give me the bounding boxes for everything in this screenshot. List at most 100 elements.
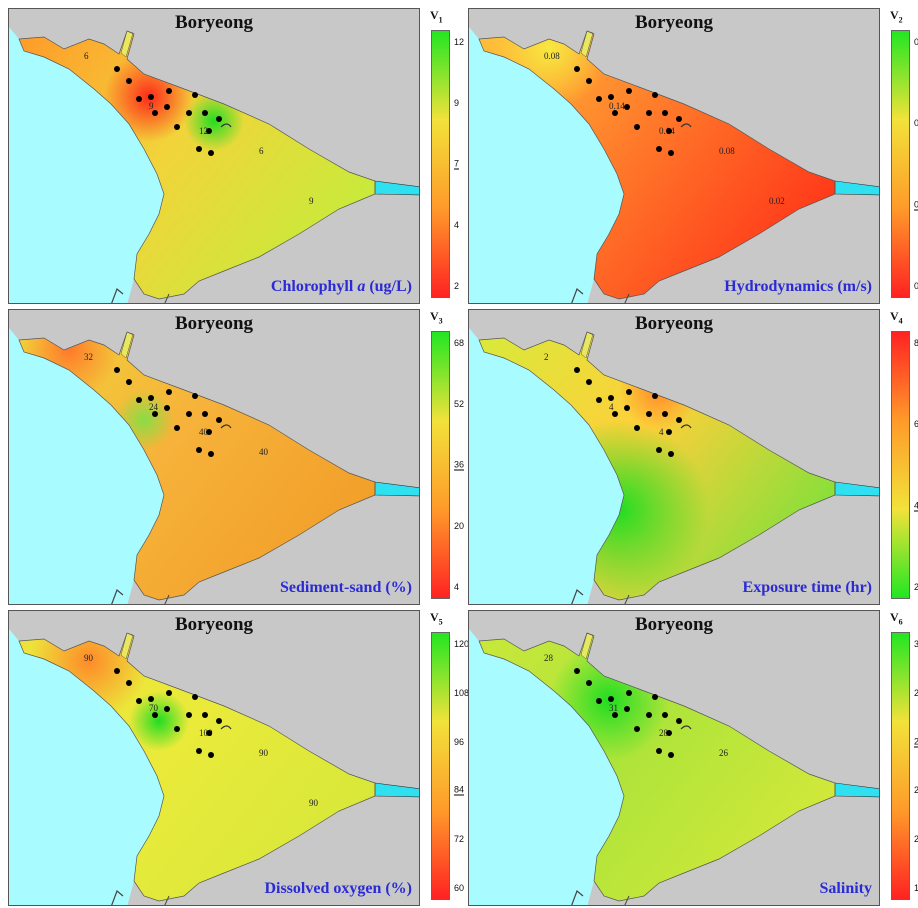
sampling-site: [166, 389, 172, 395]
sampling-site: [136, 397, 142, 403]
sampling-site: [164, 104, 170, 110]
sampling-site: [612, 110, 618, 116]
panel-title: Boryeong: [634, 313, 714, 334]
sampling-site: [626, 690, 632, 696]
contour-label: 90: [259, 748, 269, 758]
bay-water: [19, 332, 375, 600]
contour-label: 2: [544, 352, 549, 362]
contour-label: 40: [199, 427, 209, 437]
hotspot: [129, 691, 189, 751]
sampling-site: [174, 124, 180, 130]
shore-feature: [571, 889, 584, 905]
variable-index-label: V5: [430, 610, 443, 626]
colorbar-tick: 20: [914, 834, 918, 845]
colorbar-tick: 12: [454, 37, 465, 47]
colorbar-tick: 9: [454, 98, 460, 108]
variable-index-label: V1: [430, 8, 443, 24]
colorbar-tick: 31: [914, 639, 918, 649]
v-index: 6: [898, 617, 903, 627]
colorbar-tick: 60: [454, 883, 465, 893]
v-index: 2: [898, 15, 903, 25]
colorbar-tick: 17: [914, 883, 918, 893]
colorbar: [891, 30, 910, 298]
colorbar-tick: 4: [914, 500, 918, 512]
sampling-site: [612, 712, 618, 718]
ocean-area: [9, 629, 164, 905]
sampling-site: [596, 397, 602, 403]
contour-label: 90: [309, 798, 319, 808]
variable-index-label: V4: [890, 309, 903, 325]
map-svg: 0.140.080.140.080.02: [469, 9, 879, 303]
colorbar-tick: 0.10: [914, 199, 918, 211]
panel-variable-label: Exposure time (hr): [743, 579, 872, 597]
sampling-site: [666, 429, 672, 435]
sampling-site: [634, 726, 640, 732]
ocean-area: [9, 27, 164, 303]
shore-feature: [624, 895, 630, 905]
sampling-site: [586, 680, 592, 686]
coast-notch: [220, 725, 232, 730]
sampling-site: [126, 379, 132, 385]
shore-feature: [571, 287, 584, 303]
panel-title: Boryeong: [174, 313, 254, 334]
sampling-site: [126, 680, 132, 686]
sampling-site: [656, 146, 662, 152]
panel-title: Boryeong: [634, 12, 714, 33]
sampling-site: [136, 96, 142, 102]
sampling-site: [148, 395, 154, 401]
colorbar-tick: 2: [454, 281, 460, 291]
sampling-site: [152, 110, 158, 116]
sampling-site: [586, 78, 592, 84]
sampling-site: [668, 150, 674, 156]
sampling-site: [152, 712, 158, 718]
sampling-site: [608, 696, 614, 702]
sampling-site: [206, 128, 212, 134]
sampling-site: [668, 451, 674, 457]
bay-outline: [478, 331, 836, 601]
sampling-site: [148, 696, 154, 702]
colorbar: [891, 632, 910, 900]
map-view: 70 90 100 90 90: [8, 610, 420, 906]
colorbar-tick: 108: [454, 687, 470, 698]
bay-outline: [18, 30, 376, 300]
sampling-site: [574, 668, 580, 674]
colorbar-tick: 25: [914, 736, 918, 748]
coast-notch: [680, 725, 692, 730]
sampling-site: [652, 694, 658, 700]
sampling-site: [626, 88, 632, 94]
map-view: 9 6 12 6 9: [8, 8, 420, 304]
contour-label: 6: [84, 51, 89, 61]
sampling-site: [646, 411, 652, 417]
pier-feature: [120, 632, 134, 660]
map-view: 31 28 28 26: [468, 610, 880, 906]
panel-chlorophyll: 9 6 12 6 9 Boryeong Chlorophyll a (ug/L) V1 …: [8, 8, 464, 304]
sampling-site: [186, 110, 192, 116]
label-prefix: Hydrodynamics (m/s): [724, 278, 872, 295]
shore-feature: [164, 594, 170, 604]
contour-label: 26: [719, 748, 729, 758]
ocean-area: [469, 27, 624, 303]
colorbar: [431, 30, 450, 298]
panel-hydrodynamics: 0.140.080.140.080.02 Boryeong Hydrodynam…: [468, 8, 918, 304]
label-prefix: Chlorophyll: [270, 278, 358, 295]
sampling-site: [216, 417, 222, 423]
shore-feature: [164, 293, 170, 303]
label-prefix: Exposure time (hr): [742, 579, 872, 596]
colorbar-tick: 84: [454, 784, 465, 796]
ocean-area: [9, 328, 164, 604]
contour-label: 0.02: [769, 196, 785, 206]
contour-label: 40: [259, 447, 269, 457]
sampling-site: [596, 698, 602, 704]
coast-notch: [220, 424, 232, 429]
contour-label: 0.08: [719, 146, 735, 156]
contour-label: 0.14: [609, 101, 625, 111]
variable-index-label: V2: [890, 8, 903, 24]
colorbar-tick: 52: [454, 399, 465, 409]
v-letter: V: [430, 309, 439, 323]
contour-label: 4: [659, 427, 664, 437]
sampling-site: [196, 146, 202, 152]
colorbar-tick: 96: [454, 736, 465, 747]
sampling-site: [596, 96, 602, 102]
contour-label: 9: [149, 101, 154, 111]
contour-label: 24: [149, 402, 159, 412]
